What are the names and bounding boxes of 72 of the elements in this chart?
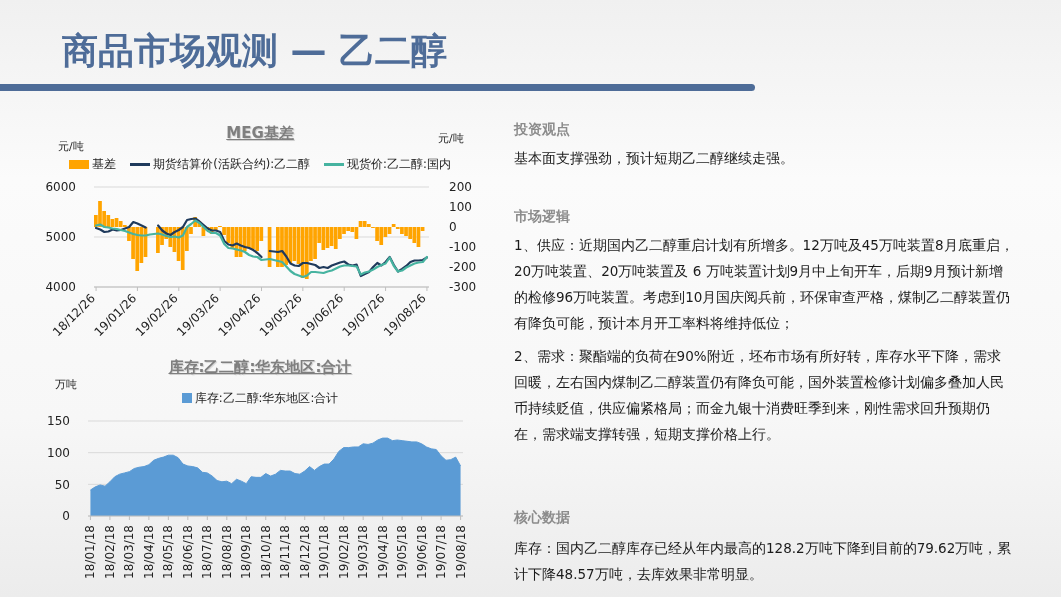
y-tick-label: 0 — [62, 509, 70, 524]
bar — [106, 215, 111, 227]
y-axis-title: 万吨 — [55, 378, 77, 391]
legend-label: 基差 — [92, 156, 117, 172]
bar — [251, 227, 255, 249]
bar — [321, 227, 326, 250]
x-tick-label: 18/01/18 — [83, 525, 98, 579]
y-tick-label: 6000 — [45, 180, 76, 195]
bar — [375, 227, 379, 241]
bar — [412, 227, 417, 243]
bar — [391, 224, 396, 227]
x-tick-label: 18/12/18 — [297, 525, 312, 579]
y2-tick-label: -100 — [449, 240, 477, 255]
x-tick-label: 18/07/18 — [200, 525, 215, 579]
legend-label: 期货结算价(活跃合约):乙二醇 — [153, 156, 311, 172]
bar — [135, 227, 140, 271]
legend-label: 现货价:乙二醇:国内 — [347, 156, 451, 172]
bar — [288, 227, 293, 263]
x-tick-label: 19/08/18 — [453, 525, 468, 579]
x-tick-label: 19/05/18 — [395, 525, 410, 579]
x-tick-label: 19/06/18 — [414, 525, 429, 579]
bar — [255, 227, 260, 251]
text: 市场逻辑 — [514, 208, 570, 224]
x-tick-label: 18/11/18 — [278, 525, 293, 579]
y2-tick-label: -200 — [449, 260, 477, 275]
text: 1、供应：近期国内乙二醇重启计划有所增多。12万吨及45万吨装置8月底重启，20万吨装置、20万吨装置及 6 万吨装置计划9月中上旬开车，后期9月预计新增的检修96万吨装置。考虑到10月国庆阅兵前，环保审查严格，煤制乙二醇装置仍有降负可能，预计本月开工率料将维持低位； — [514, 237, 1014, 331]
x-tick-label: 19/02/18 — [336, 525, 351, 579]
x-tick-label: 18/10/18 — [258, 525, 273, 579]
bar — [247, 227, 251, 248]
bar — [379, 227, 384, 245]
bar — [404, 227, 408, 236]
x-tick-label: 19/04/18 — [375, 525, 390, 579]
y-tick-label: 100 — [47, 445, 70, 460]
y-tick-label: 5000 — [45, 230, 76, 245]
x-tick-label: 19/01/18 — [317, 525, 332, 579]
text: 2、需求：聚酯端的负荷在90%附近，坯布市场有所好转，库存水平下降，需求回暖，左右国内煤制乙二醇装置仍有降负可能，国外装置检修计划偏多叠加人民币持续贬值，供应偏紧格局；而金九银十消费旺季到来，刚性需求回升预期仍在，需求端支撑转强，短期支撑价格上行。 — [514, 348, 1004, 442]
y-tick-label: 150 — [47, 414, 70, 429]
y2-axis-title: 元/吨 — [438, 132, 464, 145]
chart-title: 库存:乙二醇:华东地区:合计 — [168, 358, 352, 376]
bar — [333, 227, 338, 249]
y2-tick-label: -300 — [449, 280, 477, 295]
text: 基本面支撑强劲，预计短期乙二醇继续走强。 — [514, 150, 794, 166]
y-tick-label: 50 — [54, 477, 70, 492]
x-tick-label: 18/08/18 — [219, 525, 234, 579]
legend-label: 库存:乙二醇:华东地区:合计 — [194, 390, 339, 406]
bar — [313, 227, 317, 259]
x-tick-label: 18/04/18 — [141, 525, 156, 579]
x-tick-label: 18/02/18 — [102, 525, 117, 579]
y2-tick-label: 100 — [449, 200, 472, 215]
bar — [304, 227, 309, 279]
x-tick-label: 19/07/18 — [434, 525, 449, 579]
y2-tick-label: 200 — [449, 180, 472, 195]
x-tick-label: 18/03/18 — [122, 525, 137, 579]
bar — [98, 201, 102, 227]
bar — [346, 227, 351, 231]
y2-tick-label: 0 — [449, 220, 457, 235]
text: 投资观点 — [514, 121, 570, 137]
x-tick-label: 18/06/18 — [180, 525, 195, 579]
text: 库存：国内乙二醇库存已经从年内最高的128.2万吨下降到目前的79.62万吨，累计下降48.57万吨，去库效果非常明显。 — [514, 540, 1012, 582]
x-tick-label: 18/05/18 — [161, 525, 176, 579]
bar — [400, 227, 404, 234]
bar — [118, 221, 123, 227]
bar — [362, 221, 367, 227]
x-tick-label: 18/09/18 — [239, 525, 254, 579]
text: 核心数据 — [514, 509, 570, 525]
bar — [408, 227, 413, 239]
y-tick-label: 4000 — [45, 280, 76, 295]
bar — [366, 224, 371, 227]
x-tick-label: 19/03/18 — [356, 525, 371, 579]
y-axis-title: 元/吨 — [58, 140, 84, 153]
text: 商品市场观测 — 乙二醇 — [62, 30, 448, 71]
chart-title: MEG基差 — [226, 124, 294, 142]
